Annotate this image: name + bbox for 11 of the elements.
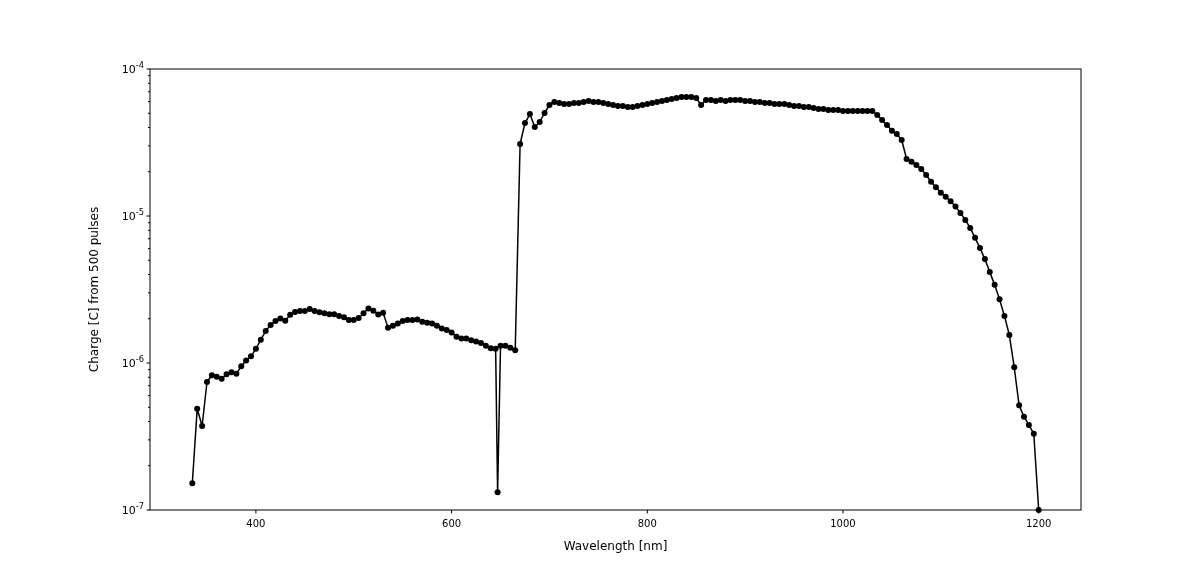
y-axis-title: Charge [C] from 500 pulses bbox=[87, 206, 101, 373]
y-tick-label: 10$^{-5}$ bbox=[121, 207, 144, 223]
y-tick-label: 10$^{-4}$ bbox=[121, 60, 144, 76]
y-tick-label: 10$^{-6}$ bbox=[121, 354, 144, 370]
x-tick-label: 1000 bbox=[830, 518, 856, 529]
x-axis-title: Wavelength [nm] bbox=[563, 539, 668, 553]
y-tick-label: 10$^{-7}$ bbox=[121, 501, 144, 517]
x-tick-label: 400 bbox=[246, 518, 266, 529]
x-tick-label: 800 bbox=[637, 518, 657, 529]
x-tick-label: 600 bbox=[442, 518, 462, 529]
x-tick-label: 1200 bbox=[1025, 518, 1052, 529]
